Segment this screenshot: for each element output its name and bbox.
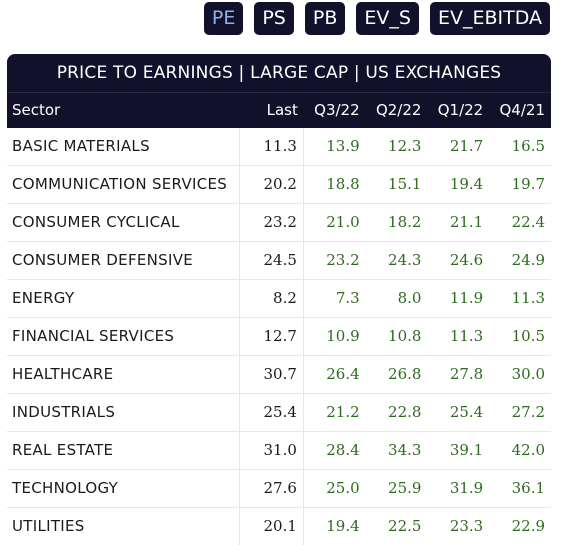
q1-22-cell: 23.3 xyxy=(449,517,484,535)
q1-22-cell: 21.1 xyxy=(449,213,484,231)
q4-21-cell: 22.4 xyxy=(511,213,546,231)
sector-cell: CONSUMER DEFENSIVE xyxy=(7,242,241,279)
q2-22-cell: 8.0 xyxy=(397,289,422,307)
q4-21-cell: 27.2 xyxy=(511,403,546,421)
q4-21-cell: 36.1 xyxy=(511,479,546,497)
q1-22-cell: 31.9 xyxy=(449,479,484,497)
table-row: INDUSTRIALS 25.4 21.2 22.8 25.4 27.2 xyxy=(7,394,551,432)
q1-22-cell: 11.9 xyxy=(449,289,484,307)
last-cell: 25.4 xyxy=(240,394,304,431)
q4-21-cell: 24.9 xyxy=(511,251,546,269)
pe-table: PRICE TO EARNINGS | LARGE CAP | US EXCHA… xyxy=(7,54,551,545)
last-cell: 20.1 xyxy=(240,508,304,545)
q4-21-cell: 16.5 xyxy=(511,137,546,155)
sector-cell: BASIC MATERIALS xyxy=(7,128,241,165)
last-cell: 20.2 xyxy=(240,166,304,203)
q4-21-cell: 42.0 xyxy=(511,441,546,459)
sector-cell: CONSUMER CYCLICAL xyxy=(7,204,241,241)
sector-cell: INDUSTRIALS xyxy=(7,394,241,431)
q4-21-cell: 19.7 xyxy=(511,175,546,193)
q1-22-cell: 39.1 xyxy=(449,441,484,459)
q3-22-cell: 13.9 xyxy=(326,137,360,155)
table-row: HEALTHCARE 30.7 26.4 26.8 27.8 30.0 xyxy=(7,356,551,394)
table-row: TECHNOLOGY 27.6 25.0 25.9 31.9 36.1 xyxy=(7,470,551,508)
sector-cell: UTILITIES xyxy=(7,508,241,545)
q2-22-cell: 18.2 xyxy=(388,213,422,231)
sector-cell: HEALTHCARE xyxy=(7,356,241,393)
q4-21-cell: 30.0 xyxy=(511,365,546,383)
q3-22-cell: 26.4 xyxy=(326,365,360,383)
header-q4-21: Q4/21 xyxy=(499,101,546,119)
q3-22-cell: 19.4 xyxy=(326,517,360,535)
last-cell: 27.6 xyxy=(240,470,304,507)
q3-22-cell: 21.2 xyxy=(326,403,360,421)
last-cell: 24.5 xyxy=(240,242,304,279)
q2-22-cell: 22.5 xyxy=(388,517,422,535)
header-q3-22: Q3/22 xyxy=(314,101,360,119)
q4-21-cell: 10.5 xyxy=(511,327,546,345)
q3-22-cell: 23.2 xyxy=(326,251,360,269)
q3-22-cell: 7.3 xyxy=(335,289,360,307)
q2-22-cell: 12.3 xyxy=(388,137,422,155)
table-row: FINANCIAL SERVICES 12.7 10.9 10.8 11.3 1… xyxy=(7,318,551,356)
table-title: PRICE TO EARNINGS | LARGE CAP | US EXCHA… xyxy=(7,54,551,92)
table-row: COMMUNICATION SERVICES 20.2 18.8 15.1 19… xyxy=(7,166,551,204)
toggle-ev-ebitda-button[interactable]: EV_EBITDA xyxy=(429,2,550,35)
header-q2-22: Q2/22 xyxy=(375,101,422,119)
last-cell: 8.2 xyxy=(240,280,304,317)
q2-22-cell: 15.1 xyxy=(388,175,422,193)
q1-22-cell: 25.4 xyxy=(449,403,484,421)
sector-cell: FINANCIAL SERVICES xyxy=(7,318,241,355)
q3-22-cell: 28.4 xyxy=(326,441,360,459)
table-row: UTILITIES 20.1 19.4 22.5 23.3 22.9 xyxy=(7,508,551,545)
metric-toggle-bar: PE PS PB EV_S EV_EBITDA xyxy=(203,2,550,35)
q1-22-cell: 24.6 xyxy=(449,251,484,269)
q3-22-cell: 18.8 xyxy=(326,175,360,193)
sector-cell: TECHNOLOGY xyxy=(7,470,241,507)
table-row: CONSUMER CYCLICAL 23.2 21.0 18.2 21.1 22… xyxy=(7,204,551,242)
table-row: ENERGY 8.2 7.3 8.0 11.9 11.3 xyxy=(7,280,551,318)
q3-22-cell: 21.0 xyxy=(326,213,360,231)
header-q1-22: Q1/22 xyxy=(437,101,484,119)
sector-cell: ENERGY xyxy=(7,280,241,317)
q2-22-cell: 34.3 xyxy=(388,441,422,459)
q2-22-cell: 26.8 xyxy=(388,365,422,383)
q2-22-cell: 22.8 xyxy=(388,403,422,421)
header-last: Last xyxy=(266,101,298,119)
toggle-ev-s-button[interactable]: EV_S xyxy=(356,2,419,35)
q2-22-cell: 25.9 xyxy=(388,479,422,497)
toggle-pe-button[interactable]: PE xyxy=(203,2,244,35)
q1-22-cell: 27.8 xyxy=(449,365,484,383)
table-row: CONSUMER DEFENSIVE 24.5 23.2 24.3 24.6 2… xyxy=(7,242,551,280)
last-cell: 12.7 xyxy=(240,318,304,355)
toggle-pb-button[interactable]: PB xyxy=(304,2,346,35)
toggle-ps-button[interactable]: PS xyxy=(254,2,294,35)
q1-22-cell: 21.7 xyxy=(449,137,484,155)
q3-22-cell: 10.9 xyxy=(326,327,360,345)
q2-22-cell: 24.3 xyxy=(388,251,422,269)
q2-22-cell: 10.8 xyxy=(388,327,422,345)
q4-21-cell: 11.3 xyxy=(511,289,546,307)
last-cell: 11.3 xyxy=(240,128,304,165)
table-body: BASIC MATERIALS 11.3 13.9 12.3 21.7 16.5… xyxy=(7,128,551,545)
header-sector: Sector xyxy=(12,101,61,119)
q1-22-cell: 11.3 xyxy=(449,327,484,345)
sector-cell: REAL ESTATE xyxy=(7,432,241,469)
last-cell: 23.2 xyxy=(240,204,304,241)
q1-22-cell: 19.4 xyxy=(449,175,484,193)
table-row: BASIC MATERIALS 11.3 13.9 12.3 21.7 16.5 xyxy=(7,128,551,166)
last-cell: 31.0 xyxy=(240,432,304,469)
last-cell: 30.7 xyxy=(240,356,304,393)
q3-22-cell: 25.0 xyxy=(326,479,360,497)
q4-21-cell: 22.9 xyxy=(511,517,546,535)
table-row: REAL ESTATE 31.0 28.4 34.3 39.1 42.0 xyxy=(7,432,551,470)
sector-cell: COMMUNICATION SERVICES xyxy=(7,166,241,203)
table-header-row: Sector Last Q3/22 Q2/22 Q1/22 Q4/21 xyxy=(7,92,551,128)
